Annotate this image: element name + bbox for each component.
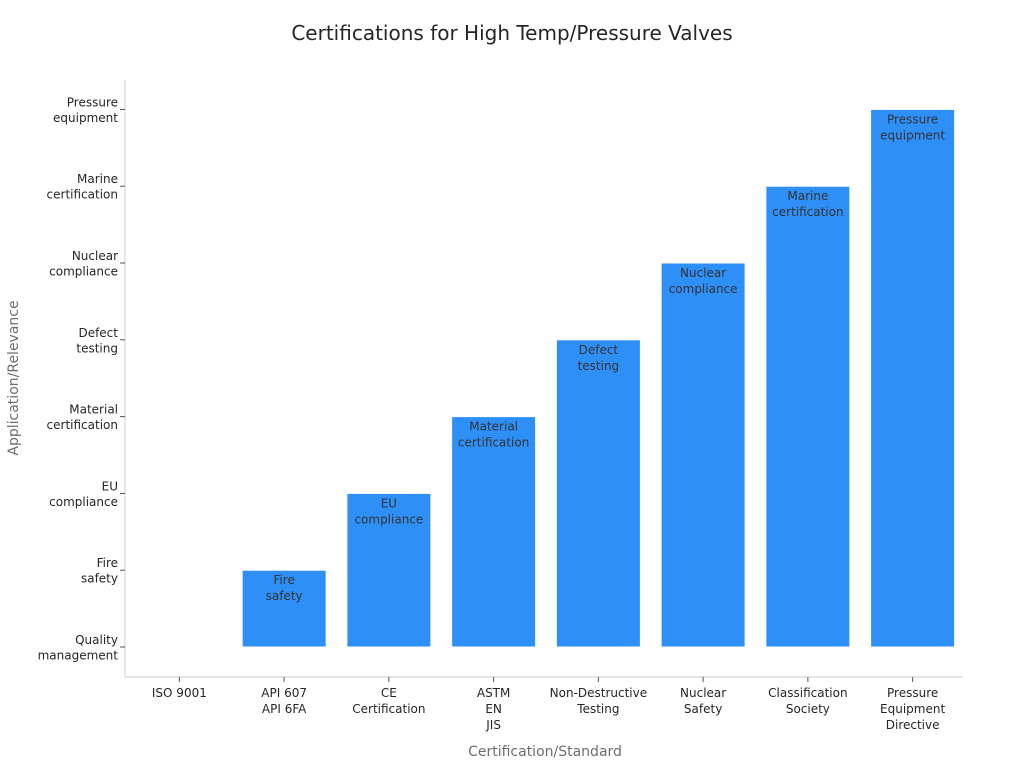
y-tick-label: Defect testing — [76, 326, 118, 356]
y-tick-label: Quality management — [38, 633, 119, 663]
x-tick-label-line: Certification — [352, 702, 425, 716]
x-tick-label-line: API 6FA — [262, 702, 307, 716]
bar — [241, 569, 327, 648]
y-tick-label-line: EU — [102, 479, 118, 493]
x-tick-label-line: Classification — [768, 686, 847, 700]
y-tick-label-line: certification — [47, 188, 118, 202]
bar-label-line: Material — [469, 420, 518, 434]
bar-label-line: Pressure — [887, 112, 938, 126]
x-tick-label-line: Equipment — [880, 702, 945, 716]
bars-group — [241, 108, 956, 648]
x-tick-label: Pressure Equipment Directive — [880, 686, 945, 732]
bar-label-line: compliance — [354, 512, 423, 526]
y-tick-label: Fire safety — [81, 556, 118, 586]
y-tick-label-line: Nuclear — [72, 249, 118, 263]
y-tick-label-line: safety — [81, 572, 118, 586]
bar — [660, 262, 746, 648]
bar-label-line: Nuclear — [680, 266, 726, 280]
y-ticks-group: Quality management Fire safety EU compliance M… — [38, 95, 125, 663]
y-tick-label-line: Marine — [77, 172, 118, 186]
bar — [451, 416, 537, 648]
y-tick-label-line: equipment — [53, 111, 118, 125]
bar-label: Defect testing — [578, 343, 620, 373]
x-tick-label: Classification Society — [768, 686, 847, 716]
bar-label: Pressure equipment — [880, 112, 945, 142]
x-tick-label-line: JIS — [485, 718, 501, 732]
x-tick-label: API 607 API 6FA — [261, 686, 307, 716]
y-tick-label-line: Pressure — [67, 95, 118, 109]
x-tick-label-line: Nuclear — [680, 686, 726, 700]
bar-label-line: Defect — [579, 343, 619, 357]
y-tick-label-line: testing — [76, 341, 118, 355]
bar-label: EU compliance — [354, 496, 423, 526]
bar-label-line: certification — [772, 205, 843, 219]
x-tick-label-line: ISO 9001 — [152, 686, 207, 700]
x-tick-label-line: CE — [381, 686, 397, 700]
bar — [870, 108, 956, 648]
x-tick-label: ASTM EN JIS — [477, 686, 511, 732]
y-tick-label-line: certification — [47, 418, 118, 432]
x-tick-label-line: ASTM — [477, 686, 511, 700]
x-tick-label-line: Pressure — [887, 686, 938, 700]
y-tick-label-line: Fire — [97, 556, 118, 570]
bar-label-line: testing — [578, 359, 620, 373]
y-tick-label-line: Defect — [78, 326, 118, 340]
y-tick-label-line: management — [38, 649, 119, 663]
y-tick-label-line: Material — [69, 403, 118, 417]
y-tick-label: Pressure equipment — [53, 95, 118, 125]
bar-label: Nuclear compliance — [669, 266, 738, 296]
y-tick-label: Marine certification — [47, 172, 118, 202]
bar — [346, 492, 432, 648]
bar-label-line: compliance — [669, 282, 738, 296]
x-tick-label: Nuclear Safety — [680, 686, 726, 716]
bar-label: Marine certification — [772, 189, 843, 219]
y-tick-label-line: Quality — [75, 633, 118, 647]
x-tick-label: ISO 9001 — [152, 686, 207, 700]
y-tick-label: Material certification — [47, 403, 118, 433]
x-tick-label-line: Directive — [886, 718, 940, 732]
x-axis-title: Certification/Standard — [468, 744, 622, 760]
x-tick-label-line: Testing — [576, 702, 619, 716]
y-tick-label-line: compliance — [49, 495, 118, 509]
x-tick-label-line: Safety — [684, 702, 722, 716]
bar-label-line: EU — [381, 496, 397, 510]
x-tick-label-line: Non-Destructive — [550, 686, 648, 700]
bar-label-line: Marine — [787, 189, 828, 203]
y-tick-label: Nuclear compliance — [49, 249, 118, 279]
x-tick-label-line: API 607 — [261, 686, 307, 700]
bar-label: Fire safety — [266, 573, 303, 603]
y-tick-label: EU compliance — [49, 479, 118, 509]
x-tick-label: CE Certification — [352, 686, 425, 716]
y-tick-label-line: compliance — [49, 265, 118, 279]
bar-label-line: safety — [266, 589, 303, 603]
bar-labels-group: Fire safety EU compliance Material certificat… — [266, 112, 946, 603]
x-tick-label: Non-Destructive Testing — [550, 686, 648, 716]
x-tick-label-line: Society — [786, 702, 830, 716]
y-axis-title: Application/Relevance — [6, 300, 22, 455]
x-ticks-group: ISO 9001 API 607 API 6FA CE Certification AST… — [152, 677, 945, 732]
bar — [555, 339, 641, 648]
chart-title: Certifications for High Temp/Pressure Va… — [291, 21, 732, 45]
bar-label: Material certification — [458, 420, 529, 450]
bar-label-line: certification — [458, 436, 529, 450]
bar — [765, 185, 851, 648]
bar-label-line: equipment — [880, 128, 945, 142]
x-tick-label-line: EN — [485, 702, 502, 716]
bar-label-line: Fire — [273, 573, 294, 587]
